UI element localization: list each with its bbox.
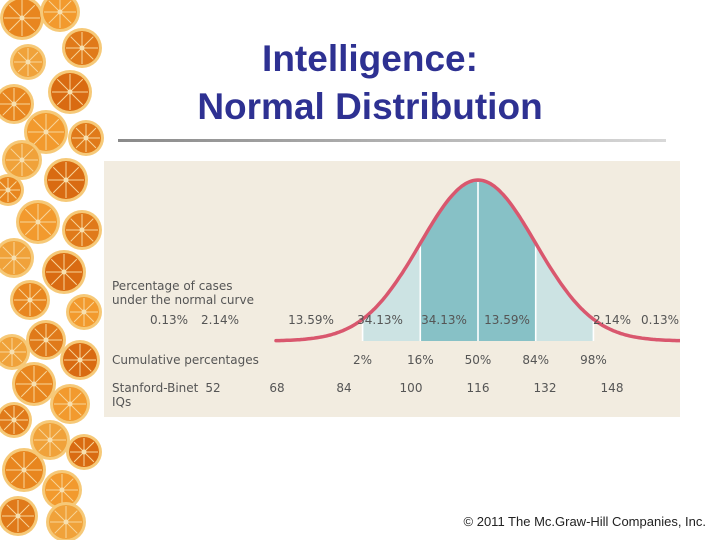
orange-slice-icon [2,140,42,180]
orange-slice-icon [0,334,30,370]
normal-curve-line [274,178,680,343]
orange-slice-icon [16,200,60,244]
iq-tick-label: 84 [336,381,351,395]
orange-slice-icon [66,434,102,470]
cumulative-percentage-label: 50% [465,353,492,367]
band-percentage-label: 2.14% [201,313,239,327]
orange-slice-icon [24,110,68,154]
iq-tick-label: 148 [601,381,624,395]
orange-slice-icon [26,320,66,360]
cumulative-label: Cumulative percentages [112,353,259,367]
orange-slice-icon [10,280,50,320]
orange-slice-icon [40,0,80,32]
slide-title-line-1: Intelligence: [262,38,478,79]
iq-tick-label: 132 [534,381,557,395]
band-percentage-label: 13.59% [484,313,530,327]
orange-slice-icon [66,294,102,330]
orange-slice-icon [10,44,46,80]
orange-slices-decoration [0,0,104,540]
cumulative-percentage-label: 16% [407,353,434,367]
band-percentage-label: 0.13% [641,313,679,327]
iq-tick-label: 52 [205,381,220,395]
cumulative-percentage-label: 84% [522,353,549,367]
orange-slice-icon [0,496,38,536]
iq-axis-label-line: IQs [112,395,131,409]
band-percentage-label: 34.13% [421,313,467,327]
orange-slice-icon [2,448,46,492]
orange-slice-icon [60,340,100,380]
iq-tick-label: 68 [269,381,284,395]
orange-slice-icon [44,158,88,202]
iq-tick-label: 100 [400,381,423,395]
orange-slice-icon [0,174,24,206]
orange-slice-icon [0,238,34,278]
area-label-line: Percentage of cases [112,279,233,293]
iq-tick-label: 116 [467,381,490,395]
cumulative-percentage-label: 98% [580,353,607,367]
orange-slice-icon [62,210,102,250]
orange-slice-icon [62,28,102,68]
band-percentage-label: 13.59% [288,313,334,327]
area-label-line: under the normal curve [112,293,254,307]
orange-slice-icon [12,362,56,406]
orange-slice-icon [0,402,32,438]
band-percentage-label: 2.14% [593,313,631,327]
band-percentage-label: 0.13% [150,313,188,327]
iq-axis-label-line: Stanford-Binet [112,381,199,395]
cumulative-percentage-label: 2% [353,353,372,367]
band-percentage-label: 34.13% [357,313,403,327]
orange-slice-icon [42,250,86,294]
slide-title-line-2: Normal Distribution [197,86,543,127]
title-divider [118,139,666,142]
orange-slice-icon [46,502,86,540]
orange-slice-icon [0,0,44,40]
orange-slice-icon [0,84,34,124]
orange-slice-icon [50,384,90,424]
orange-slice-icon [30,420,70,460]
orange-slice-icon [68,120,104,156]
orange-slice-icon [42,470,82,510]
orange-slice-icon [48,70,92,114]
copyright-notice: © 2011 The Mc.Graw-Hill Companies, Inc. [463,514,706,529]
